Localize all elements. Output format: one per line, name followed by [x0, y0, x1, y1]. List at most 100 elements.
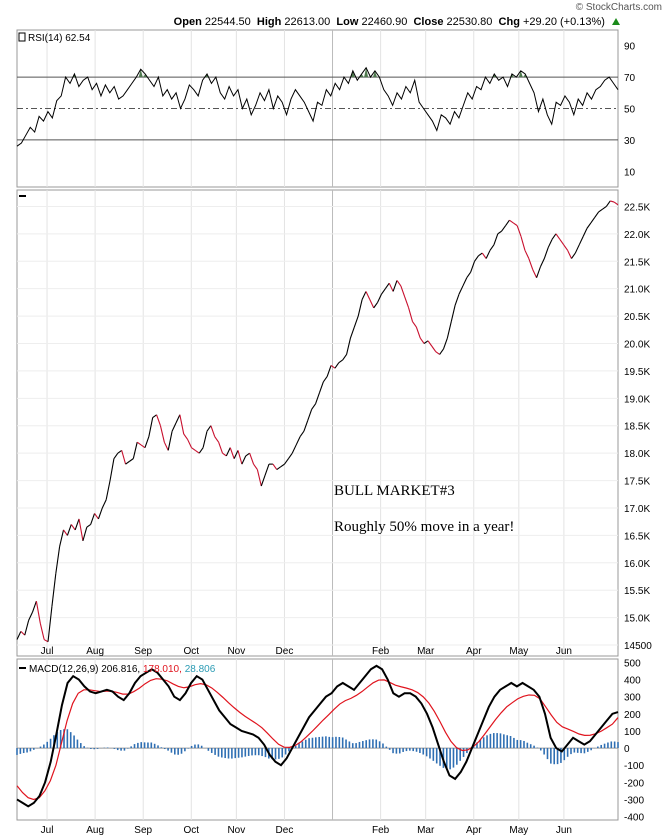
price-line-segment	[338, 359, 344, 364]
price-line-segment	[299, 430, 305, 438]
month-label-mid: May	[509, 646, 528, 657]
price-line-segment	[66, 524, 72, 536]
price-line-segment	[152, 414, 157, 418]
price-line-segment	[536, 266, 541, 278]
price-line-segment	[404, 296, 410, 309]
price-line-segment	[563, 244, 569, 251]
price-line-segment	[284, 458, 289, 465]
macd-value: 206.816,	[101, 664, 143, 675]
price-line-segment	[485, 250, 491, 259]
price-line-segment	[144, 436, 150, 448]
price-line-segment	[505, 219, 510, 226]
price-line-segment	[330, 364, 336, 369]
price-line-segment	[462, 277, 468, 287]
price-line-segment	[567, 250, 572, 259]
price-line-segment	[571, 252, 576, 259]
price-line-segment	[555, 233, 561, 240]
price-line-segment	[365, 291, 371, 300]
price-line-segment	[16, 631, 22, 640]
price-y-tick-label: 14500	[624, 641, 652, 652]
price-line-segment	[551, 233, 557, 240]
price-line-segment	[450, 305, 456, 322]
brand-logo: © StockCharts.com	[575, 2, 662, 13]
price-line-segment	[202, 431, 208, 448]
macd-y-tick-label: 100	[624, 727, 641, 738]
rsi-overbought-fill	[364, 67, 369, 78]
price-line-segment	[442, 337, 448, 350]
macd-y-tick-label: 300	[624, 693, 641, 704]
high-value: 22613.00	[284, 16, 331, 28]
price-line-segment	[47, 606, 53, 642]
month-label-mid: Dec	[276, 646, 294, 657]
rsi-overbought-fill	[518, 70, 523, 78]
price-line-segment	[222, 452, 227, 457]
month-label-mid: Mar	[417, 646, 435, 657]
price-line-segment	[109, 458, 115, 481]
rsi-overbought-fill	[350, 70, 355, 78]
price-line-segment	[245, 452, 250, 457]
rsi-y-tick-label: 70	[624, 73, 636, 84]
rsi-y-tick-label: 90	[624, 42, 636, 53]
macd-label: MACD(12,26,9)	[29, 664, 101, 675]
price-line-segment	[578, 236, 584, 246]
chg-value: +29.20 (+0.13%)	[522, 16, 605, 28]
month-label-bottom: Nov	[227, 825, 245, 836]
price-y-tick-label: 21.0K	[624, 285, 650, 296]
price-line-segment	[241, 455, 247, 465]
rsi-panel-frame	[16, 29, 619, 188]
price-line-segment	[24, 620, 30, 636]
price-line-segment	[63, 529, 68, 536]
rsi-y-tick-label: 50	[624, 105, 636, 116]
price-line-segment	[183, 433, 189, 440]
price-line-segment	[474, 255, 479, 262]
price-y-tick-label: 22.5K	[624, 202, 650, 213]
price-line-segment	[524, 250, 530, 259]
price-line-segment	[349, 326, 355, 339]
month-label-mid: Sep	[134, 646, 152, 657]
price-line-segment	[113, 452, 119, 459]
price-line-segment	[159, 425, 165, 443]
price-line-segment	[408, 307, 414, 322]
price-line-segment	[509, 219, 514, 224]
macd-line	[16, 664, 619, 808]
price-line-segment	[156, 414, 161, 426]
price-line-segment	[59, 529, 65, 547]
price-line-segment	[229, 447, 235, 459]
high-label: High	[256, 16, 282, 28]
month-label-bottom: Sep	[134, 825, 152, 836]
price-line-segment	[610, 200, 615, 203]
price-line-segment	[315, 392, 320, 404]
price-panel-frame	[16, 189, 619, 657]
price-line-segment	[392, 280, 398, 292]
price-line-segment	[543, 247, 549, 259]
price-y-tick-label: 20.0K	[624, 340, 650, 351]
annotation-title: BULL MARKET#3	[334, 483, 455, 499]
open-label: Open	[173, 16, 202, 28]
price-line-segment	[446, 321, 452, 339]
annotation-note: Roughly 50% move in a year!	[334, 519, 514, 535]
price-line-segment	[353, 315, 359, 328]
chg-label: Chg	[498, 16, 520, 28]
price-line-segment	[539, 258, 545, 267]
price-y-tick-label: 16.5K	[624, 531, 650, 542]
price-line-segment	[559, 239, 565, 246]
price-line-segment	[35, 601, 41, 624]
price-line-segment	[225, 447, 231, 457]
month-label-mid: Jul	[41, 646, 54, 657]
price-line-segment	[295, 436, 301, 446]
low-label: Low	[336, 16, 359, 28]
price-line-segment	[105, 480, 111, 500]
price-line-segment	[574, 244, 580, 254]
price-line-segment	[136, 441, 142, 446]
macd-y-tick-label: -400	[624, 813, 644, 824]
ohlc-readout: Open 22544.50 High 22613.00 Low 22460.90…	[174, 16, 620, 28]
price-line-segment	[132, 442, 138, 459]
month-label-bottom: Jun	[556, 825, 572, 836]
price-y-tick-label: 17.0K	[624, 504, 650, 515]
price-line-segment	[582, 228, 588, 237]
rsi-y-tick-label: 10	[624, 167, 636, 178]
price-line-segment	[51, 573, 57, 607]
price-line-segment	[28, 611, 34, 621]
price-line-segment	[187, 439, 192, 448]
price-line-segment	[210, 425, 216, 437]
